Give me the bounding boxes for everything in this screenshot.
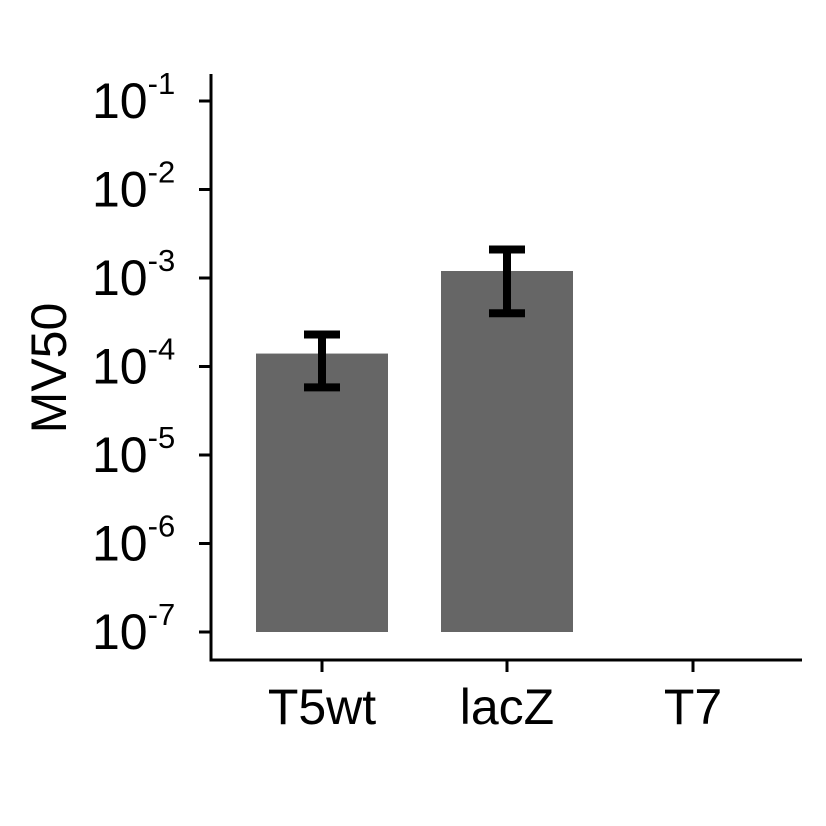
y-tick-label: 10-1 [92, 66, 175, 129]
y-axis-ticks: 10-7 10-6 10-5 10-4 10-3 10-2 10-1 [92, 66, 211, 660]
y-tick-label: 10-2 [92, 155, 175, 218]
y-tick-label: 10-7 [92, 597, 175, 660]
y-tick-label: 10-4 [92, 332, 175, 395]
y-tick-label: 10-3 [92, 243, 175, 306]
bars-group [256, 270, 573, 632]
error-bars-group [304, 245, 525, 392]
x-axis-ticks: T5wt lacZ T7 [268, 660, 722, 735]
y-tick-label: 10-5 [92, 420, 175, 483]
bar-t5wt [256, 353, 388, 632]
y-tick-label: 10-6 [92, 509, 175, 572]
x-tick-label-t7: T7 [664, 679, 722, 735]
y-axis-title: MV50 [21, 303, 77, 434]
x-tick-label-lacz: lacZ [460, 679, 554, 735]
bar-lacz [441, 270, 573, 632]
error-bar-lacz [489, 245, 525, 318]
x-tick-label-t5wt: T5wt [268, 679, 376, 735]
error-bar-t5wt [304, 330, 340, 392]
